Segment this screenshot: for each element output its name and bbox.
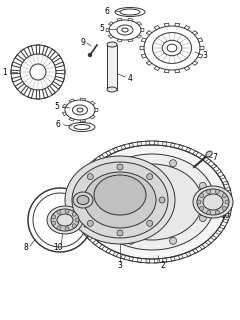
Circle shape	[98, 215, 105, 221]
Ellipse shape	[65, 156, 175, 244]
Bar	[107, 44, 117, 90]
Ellipse shape	[73, 192, 93, 208]
Ellipse shape	[122, 28, 128, 32]
Circle shape	[199, 215, 206, 221]
Ellipse shape	[69, 123, 95, 132]
Circle shape	[200, 194, 204, 197]
Ellipse shape	[77, 108, 83, 112]
Circle shape	[52, 215, 56, 219]
Ellipse shape	[117, 25, 133, 35]
Circle shape	[65, 227, 69, 231]
Ellipse shape	[102, 164, 202, 240]
Circle shape	[11, 45, 65, 99]
Circle shape	[225, 200, 229, 204]
Ellipse shape	[144, 26, 200, 70]
Circle shape	[207, 211, 211, 214]
Circle shape	[127, 160, 134, 167]
Text: 7: 7	[213, 153, 217, 162]
Ellipse shape	[193, 186, 233, 218]
Text: 1: 1	[3, 68, 7, 76]
Circle shape	[147, 220, 153, 226]
Circle shape	[75, 218, 79, 222]
Circle shape	[117, 230, 123, 236]
Circle shape	[57, 226, 61, 230]
Circle shape	[65, 209, 69, 213]
Ellipse shape	[72, 105, 88, 115]
Text: 4: 4	[128, 74, 132, 83]
Ellipse shape	[120, 9, 140, 15]
Circle shape	[159, 197, 165, 203]
Circle shape	[57, 210, 61, 214]
Ellipse shape	[74, 124, 90, 130]
Ellipse shape	[206, 151, 212, 157]
Text: 9: 9	[81, 37, 85, 46]
Ellipse shape	[152, 33, 192, 63]
Text: 6: 6	[56, 119, 60, 129]
Text: 6: 6	[105, 6, 109, 15]
Text: 3: 3	[203, 51, 207, 60]
Circle shape	[72, 212, 76, 216]
Circle shape	[20, 54, 56, 90]
Circle shape	[222, 206, 226, 211]
Text: 8: 8	[24, 244, 28, 252]
Circle shape	[30, 64, 46, 80]
Circle shape	[215, 189, 219, 194]
Ellipse shape	[94, 175, 146, 215]
Ellipse shape	[77, 145, 227, 259]
Text: 10: 10	[220, 211, 230, 220]
Circle shape	[89, 53, 91, 57]
Ellipse shape	[47, 206, 83, 234]
Ellipse shape	[84, 172, 156, 228]
Circle shape	[222, 194, 226, 197]
Text: 5: 5	[54, 101, 60, 110]
Ellipse shape	[109, 20, 141, 40]
Circle shape	[207, 189, 211, 194]
Circle shape	[197, 200, 201, 204]
Ellipse shape	[65, 100, 95, 120]
Circle shape	[199, 182, 206, 189]
Ellipse shape	[167, 44, 177, 52]
Circle shape	[98, 182, 105, 189]
Circle shape	[72, 224, 76, 228]
Ellipse shape	[72, 162, 168, 238]
Text: 5: 5	[100, 23, 104, 33]
Circle shape	[169, 160, 177, 167]
Ellipse shape	[197, 189, 229, 215]
Ellipse shape	[89, 154, 215, 250]
Ellipse shape	[203, 194, 223, 210]
Circle shape	[215, 211, 219, 214]
Ellipse shape	[51, 209, 79, 231]
Circle shape	[87, 174, 93, 180]
Ellipse shape	[115, 7, 145, 17]
Ellipse shape	[107, 87, 117, 92]
Circle shape	[200, 206, 204, 211]
Circle shape	[147, 174, 153, 180]
Ellipse shape	[107, 42, 117, 47]
Circle shape	[117, 164, 123, 170]
Circle shape	[169, 237, 177, 244]
Text: 3: 3	[118, 260, 122, 269]
Ellipse shape	[57, 214, 73, 226]
Text: 10: 10	[53, 244, 63, 252]
Ellipse shape	[77, 196, 89, 204]
Circle shape	[87, 220, 93, 226]
Text: 2: 2	[161, 260, 165, 269]
Circle shape	[127, 237, 134, 244]
Circle shape	[75, 197, 81, 203]
Ellipse shape	[162, 40, 182, 56]
Circle shape	[52, 221, 56, 225]
